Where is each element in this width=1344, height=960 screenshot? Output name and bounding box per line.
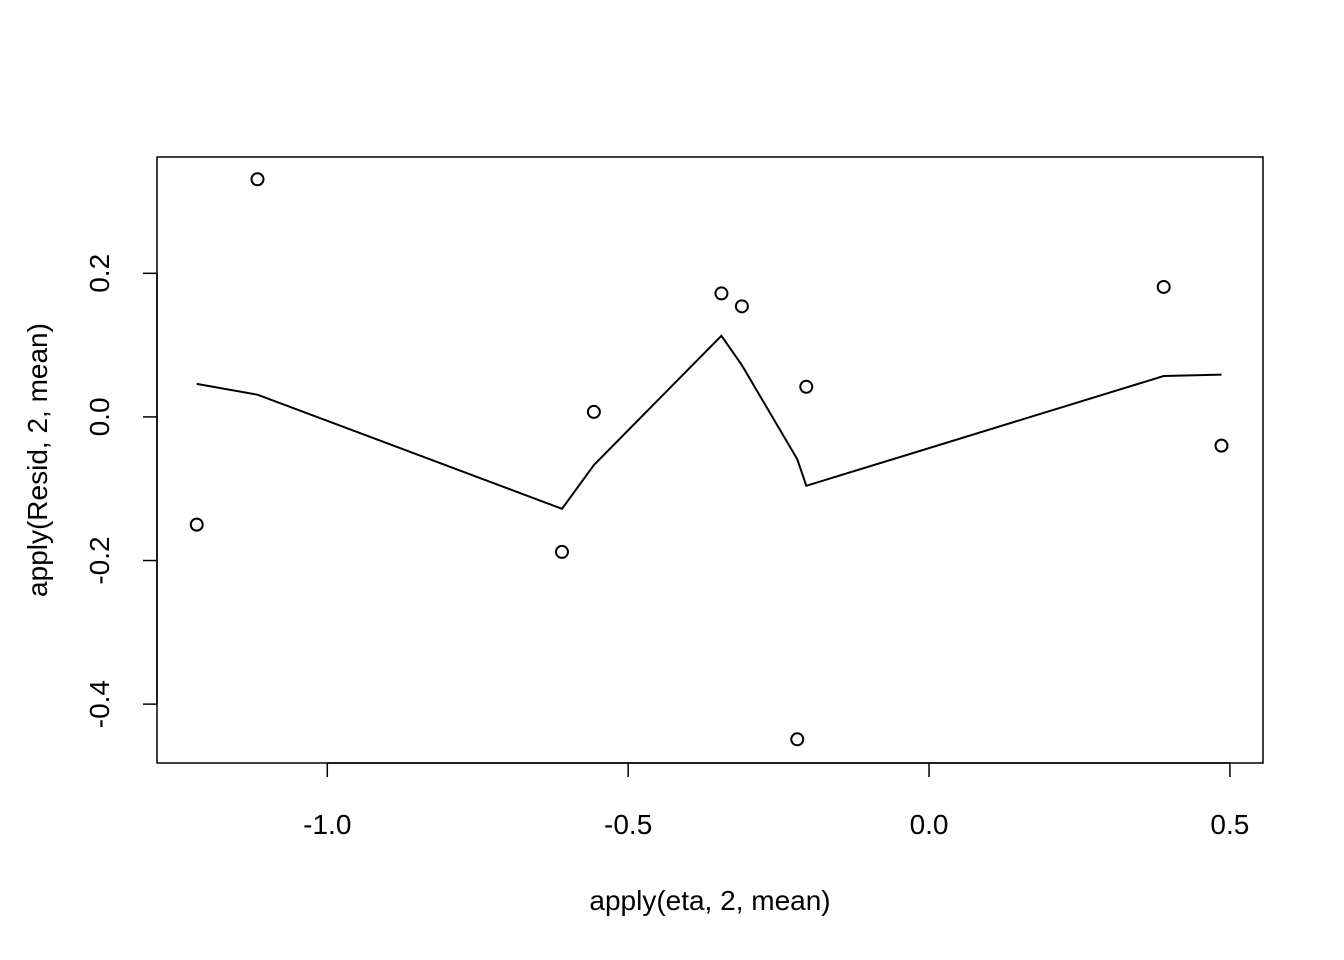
y-tick-label: 0.0 <box>84 397 115 436</box>
data-point <box>799 379 814 394</box>
y-tick-label: 0.2 <box>84 254 115 293</box>
data-point <box>714 286 729 301</box>
y-tick-label: -0.2 <box>84 536 115 584</box>
x-tick-label: 0.0 <box>910 809 949 840</box>
x-tick-label: -1.0 <box>303 809 351 840</box>
data-point <box>734 299 749 314</box>
data-point <box>250 172 265 187</box>
data-point <box>586 404 601 419</box>
data-point <box>1214 438 1229 453</box>
x-tick-label: -0.5 <box>604 809 652 840</box>
x-tick-label: 0.5 <box>1210 809 1249 840</box>
y-tick-label: -0.4 <box>84 680 115 728</box>
plot-frame <box>156 156 1264 764</box>
y-axis-title: apply(Resid, 2, mean) <box>22 323 53 597</box>
data-point <box>189 517 204 532</box>
data-point <box>554 544 569 559</box>
data-point <box>790 732 805 747</box>
data-point <box>1156 279 1171 294</box>
points-layer <box>189 172 1229 747</box>
smoother-line-layer <box>196 334 1222 511</box>
axes-layer: -1.0 -0.5 0.0 0.5 -0.4 -0.2 0.0 0.2 <box>84 254 1249 840</box>
x-axis-title: apply(eta, 2, mean) <box>589 885 830 916</box>
smoother-line <box>196 334 1222 511</box>
